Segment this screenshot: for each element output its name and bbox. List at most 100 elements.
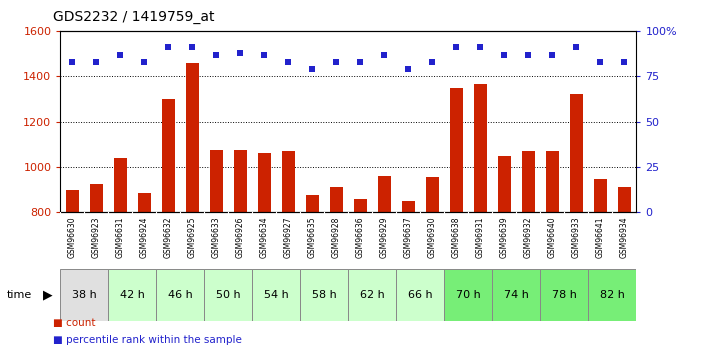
Point: [594, 59, 606, 65]
Bar: [114, 158, 127, 212]
Bar: [252, 269, 301, 321]
Bar: [66, 189, 79, 212]
Text: 62 h: 62 h: [360, 290, 385, 300]
Text: GSM96931: GSM96931: [476, 217, 485, 258]
Text: GSM96926: GSM96926: [236, 217, 245, 258]
Text: ■ percentile rank within the sample: ■ percentile rank within the sample: [53, 335, 242, 345]
Point: [619, 59, 630, 65]
Text: ▶: ▶: [43, 288, 53, 302]
Bar: [589, 269, 636, 321]
Bar: [474, 84, 487, 212]
Text: GSM96639: GSM96639: [500, 217, 509, 258]
Point: [235, 50, 246, 56]
Point: [498, 52, 510, 57]
Bar: [397, 269, 444, 321]
Text: GSM96632: GSM96632: [164, 217, 173, 258]
Bar: [138, 193, 151, 212]
Text: 54 h: 54 h: [264, 290, 289, 300]
Bar: [90, 184, 103, 212]
Point: [355, 59, 366, 65]
Bar: [546, 151, 559, 212]
Point: [283, 59, 294, 65]
Text: GSM96637: GSM96637: [404, 217, 413, 258]
Text: 82 h: 82 h: [600, 290, 625, 300]
Text: 78 h: 78 h: [552, 290, 577, 300]
Text: GSM96930: GSM96930: [428, 217, 437, 258]
Text: GSM96927: GSM96927: [284, 217, 293, 258]
Text: GSM96923: GSM96923: [92, 217, 101, 258]
Bar: [156, 269, 205, 321]
Bar: [594, 179, 607, 212]
Point: [306, 66, 318, 72]
Bar: [426, 177, 439, 212]
Text: GSM96924: GSM96924: [140, 217, 149, 258]
Text: GSM96633: GSM96633: [212, 217, 221, 258]
Point: [163, 45, 174, 50]
Bar: [522, 151, 535, 212]
Bar: [493, 269, 540, 321]
Bar: [234, 150, 247, 212]
Text: GSM96641: GSM96641: [596, 217, 605, 258]
Bar: [306, 195, 319, 212]
Point: [187, 45, 198, 50]
Text: 50 h: 50 h: [216, 290, 241, 300]
Text: GSM96631: GSM96631: [116, 217, 125, 258]
Bar: [444, 269, 493, 321]
Text: GSM96928: GSM96928: [332, 217, 341, 258]
Point: [475, 45, 486, 50]
Text: GSM96933: GSM96933: [572, 217, 581, 258]
Bar: [205, 269, 252, 321]
Text: GSM96640: GSM96640: [548, 217, 557, 258]
Point: [451, 45, 462, 50]
Text: GSM96925: GSM96925: [188, 217, 197, 258]
Bar: [570, 95, 583, 212]
Bar: [348, 269, 397, 321]
Point: [427, 59, 438, 65]
Point: [547, 52, 558, 57]
Point: [523, 52, 534, 57]
Bar: [450, 88, 463, 212]
Text: GSM96929: GSM96929: [380, 217, 389, 258]
Bar: [301, 269, 348, 321]
Point: [91, 59, 102, 65]
Bar: [186, 63, 199, 212]
Bar: [540, 269, 589, 321]
Point: [210, 52, 222, 57]
Bar: [354, 199, 367, 212]
Bar: [258, 153, 271, 212]
Text: 58 h: 58 h: [312, 290, 337, 300]
Bar: [618, 187, 631, 212]
Bar: [282, 151, 295, 212]
Bar: [109, 269, 156, 321]
Text: 38 h: 38 h: [72, 290, 97, 300]
Text: time: time: [7, 290, 33, 300]
Bar: [402, 201, 415, 212]
Point: [114, 52, 126, 57]
Text: GSM96630: GSM96630: [68, 217, 77, 258]
Text: GSM96635: GSM96635: [308, 217, 317, 258]
Text: GSM96636: GSM96636: [356, 217, 365, 258]
Text: ■ count: ■ count: [53, 318, 96, 327]
Text: 74 h: 74 h: [504, 290, 529, 300]
Text: GSM96932: GSM96932: [524, 217, 533, 258]
Text: 46 h: 46 h: [168, 290, 193, 300]
Point: [402, 66, 414, 72]
Bar: [60, 269, 109, 321]
Point: [571, 45, 582, 50]
Point: [67, 59, 78, 65]
Point: [331, 59, 342, 65]
Text: GSM96934: GSM96934: [620, 217, 629, 258]
Bar: [378, 176, 391, 212]
Text: GSM96638: GSM96638: [452, 217, 461, 258]
Text: 70 h: 70 h: [456, 290, 481, 300]
Text: 42 h: 42 h: [120, 290, 145, 300]
Point: [379, 52, 390, 57]
Point: [259, 52, 270, 57]
Bar: [210, 150, 223, 212]
Bar: [330, 187, 343, 212]
Text: 66 h: 66 h: [408, 290, 433, 300]
Point: [139, 59, 150, 65]
Text: GDS2232 / 1419759_at: GDS2232 / 1419759_at: [53, 10, 215, 24]
Text: GSM96634: GSM96634: [260, 217, 269, 258]
Bar: [498, 156, 511, 212]
